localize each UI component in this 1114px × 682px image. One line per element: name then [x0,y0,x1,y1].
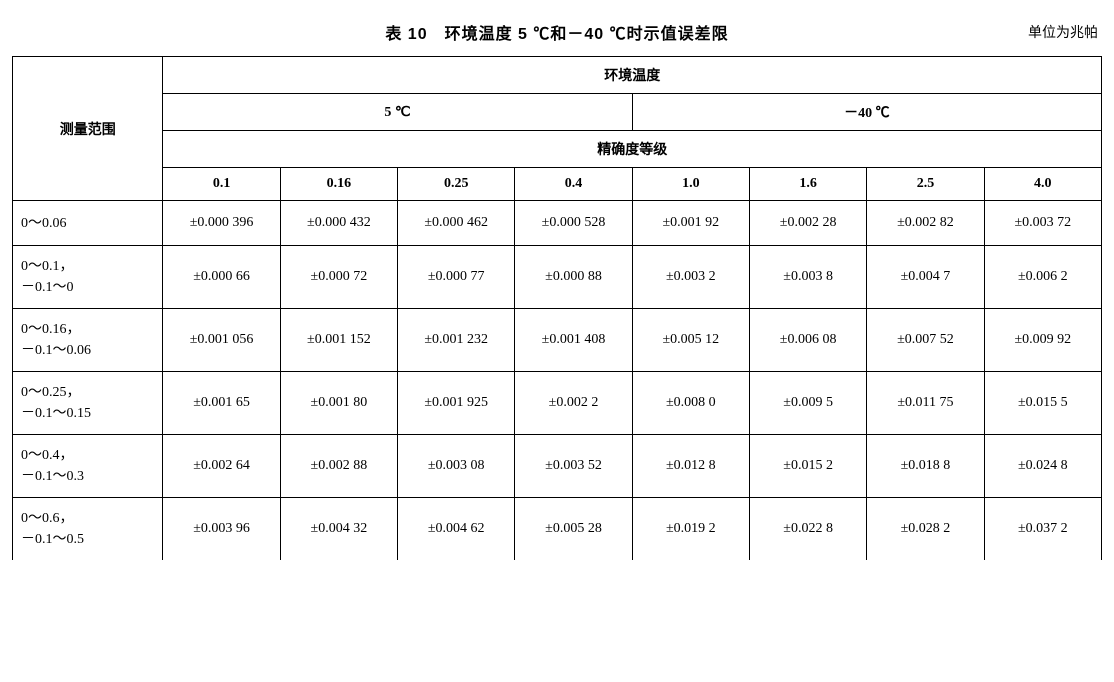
value-cell: ±0.019 2 [632,498,749,561]
value-cell: ±0.011 75 [867,372,984,435]
grade-col-header: 4.0 [984,168,1101,201]
value-cell: ±0.001 65 [163,372,280,435]
value-cell: ±0.001 232 [398,309,515,372]
value-cell: ±0.003 96 [163,498,280,561]
temp-b-header: －40 ℃ [632,94,1101,131]
grade-col-header: 0.25 [398,168,515,201]
value-cell: ±0.001 80 [280,372,397,435]
value-cell: ±0.000 72 [280,246,397,309]
value-cell: ±0.001 92 [632,201,749,246]
value-cell: ±0.009 92 [984,309,1101,372]
value-cell: ±0.002 82 [867,201,984,246]
value-cell: ±0.003 08 [398,435,515,498]
error-limit-table: 测量范围 环境温度 5 ℃ －40 ℃ 精确度等级 0.1 0.16 0.25 … [12,56,1102,560]
value-cell: ±0.003 2 [632,246,749,309]
value-cell: ±0.007 52 [867,309,984,372]
value-cell: ±0.009 5 [749,372,866,435]
value-cell: ±0.037 2 [984,498,1101,561]
range-cell: 0～0.1，－0.1～0 [13,246,163,309]
value-cell: ±0.008 0 [632,372,749,435]
value-cell: ±0.004 7 [867,246,984,309]
range-cell: 0～0.25，－0.1～0.15 [13,372,163,435]
grade-col-header: 1.0 [632,168,749,201]
value-cell: ±0.022 8 [749,498,866,561]
table-row: 0～0.25，－0.1～0.15±0.001 65±0.001 80±0.001… [13,372,1102,435]
value-cell: ±0.001 056 [163,309,280,372]
grade-col-header: 2.5 [867,168,984,201]
value-cell: ±0.000 396 [163,201,280,246]
value-cell: ±0.005 28 [515,498,632,561]
value-cell: ±0.024 8 [984,435,1101,498]
range-cell: 0～0.6，－0.1～0.5 [13,498,163,561]
table-caption: 表 10 环境温度 5 ℃和－40 ℃时示值误差限 [10,20,1104,44]
value-cell: ±0.004 32 [280,498,397,561]
grade-col-header: 0.1 [163,168,280,201]
value-cell: ±0.004 62 [398,498,515,561]
grade-col-header: 0.16 [280,168,397,201]
temp-a-header: 5 ℃ [163,94,632,131]
row-header-label: 测量范围 [13,57,163,201]
value-cell: ±0.001 925 [398,372,515,435]
table-row: 0～0.6，－0.1～0.5±0.003 96±0.004 32±0.004 6… [13,498,1102,561]
grade-col-header: 1.6 [749,168,866,201]
value-cell: ±0.001 152 [280,309,397,372]
env-temp-header: 环境温度 [163,57,1102,94]
value-cell: ±0.015 5 [984,372,1101,435]
value-cell: ±0.001 408 [515,309,632,372]
table-row: 0～0.16，－0.1～0.06±0.001 056±0.001 152±0.0… [13,309,1102,372]
value-cell: ±0.006 2 [984,246,1101,309]
value-cell: ±0.000 462 [398,201,515,246]
range-cell: 0～0.4，－0.1～0.3 [13,435,163,498]
table-caption-row: 表 10 环境温度 5 ℃和－40 ℃时示值误差限 单位为兆帕 [10,20,1104,42]
table-header: 测量范围 环境温度 5 ℃ －40 ℃ 精确度等级 0.1 0.16 0.25 … [13,57,1102,201]
value-cell: ±0.002 2 [515,372,632,435]
table-row: 0～0.06±0.000 396±0.000 432±0.000 462±0.0… [13,201,1102,246]
value-cell: ±0.000 66 [163,246,280,309]
value-cell: ±0.002 28 [749,201,866,246]
grade-col-header: 0.4 [515,168,632,201]
range-cell: 0～0.16，－0.1～0.06 [13,309,163,372]
value-cell: ±0.015 2 [749,435,866,498]
value-cell: ±0.000 88 [515,246,632,309]
table-unit-label: 单位为兆帕 [1028,22,1098,42]
value-cell: ±0.002 64 [163,435,280,498]
value-cell: ±0.018 8 [867,435,984,498]
value-cell: ±0.002 88 [280,435,397,498]
value-cell: ±0.005 12 [632,309,749,372]
value-cell: ±0.003 72 [984,201,1101,246]
accuracy-grade-header: 精确度等级 [163,131,1102,168]
table-row: 0～0.4，－0.1～0.3±0.002 64±0.002 88±0.003 0… [13,435,1102,498]
value-cell: ±0.006 08 [749,309,866,372]
table-body: 0～0.06±0.000 396±0.000 432±0.000 462±0.0… [13,201,1102,561]
value-cell: ±0.000 528 [515,201,632,246]
value-cell: ±0.012 8 [632,435,749,498]
value-cell: ±0.003 8 [749,246,866,309]
value-cell: ±0.000 77 [398,246,515,309]
range-cell: 0～0.06 [13,201,163,246]
value-cell: ±0.003 52 [515,435,632,498]
value-cell: ±0.000 432 [280,201,397,246]
table-row: 0～0.1，－0.1～0±0.000 66±0.000 72±0.000 77±… [13,246,1102,309]
value-cell: ±0.028 2 [867,498,984,561]
